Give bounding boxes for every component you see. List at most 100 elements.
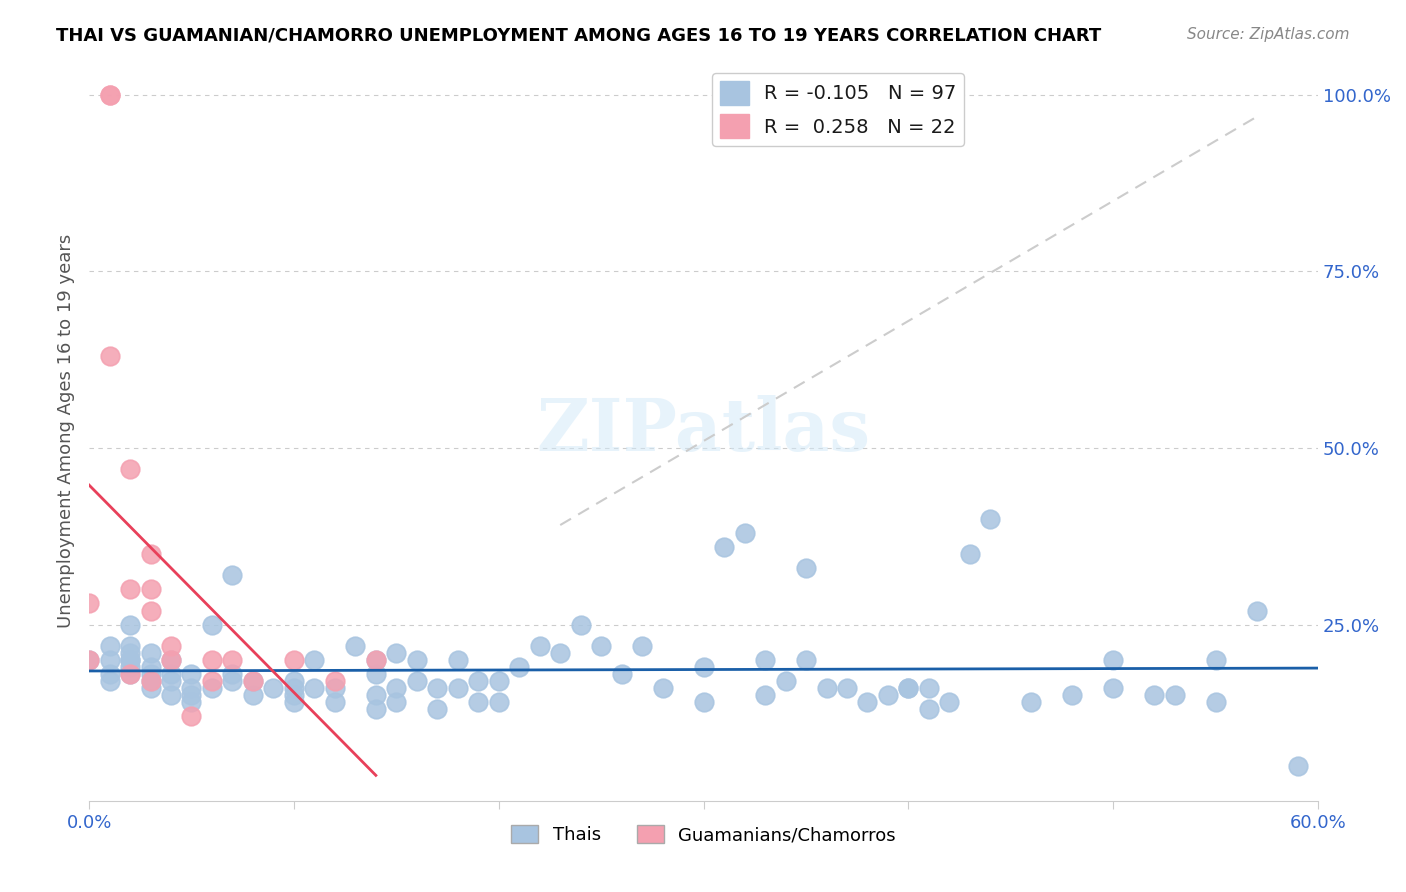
Point — [979, 511, 1001, 525]
Point — [918, 702, 941, 716]
Point — [364, 653, 387, 667]
Point — [426, 681, 449, 696]
Point — [569, 617, 592, 632]
Point — [323, 674, 346, 689]
Point — [242, 674, 264, 689]
Y-axis label: Unemployment Among Ages 16 to 19 years: Unemployment Among Ages 16 to 19 years — [58, 234, 75, 628]
Point — [201, 674, 224, 689]
Point — [938, 695, 960, 709]
Point — [118, 582, 141, 597]
Point — [364, 653, 387, 667]
Point — [77, 653, 100, 667]
Point — [1205, 695, 1227, 709]
Point — [304, 681, 326, 696]
Point — [118, 660, 141, 674]
Point — [1286, 759, 1309, 773]
Point — [118, 653, 141, 667]
Point — [467, 695, 489, 709]
Point — [160, 688, 183, 702]
Text: Source: ZipAtlas.com: Source: ZipAtlas.com — [1187, 27, 1350, 42]
Point — [508, 660, 530, 674]
Point — [754, 653, 776, 667]
Point — [221, 568, 243, 582]
Point — [77, 597, 100, 611]
Point — [160, 639, 183, 653]
Point — [385, 646, 408, 660]
Point — [283, 653, 305, 667]
Point — [344, 639, 367, 653]
Point — [283, 681, 305, 696]
Legend: R = -0.105   N = 97, R =  0.258   N = 22: R = -0.105 N = 97, R = 0.258 N = 22 — [711, 73, 965, 145]
Point — [139, 681, 162, 696]
Point — [118, 617, 141, 632]
Point — [1021, 695, 1043, 709]
Point — [98, 349, 121, 363]
Point — [794, 653, 817, 667]
Point — [1246, 603, 1268, 617]
Point — [364, 688, 387, 702]
Point — [98, 667, 121, 681]
Point — [529, 639, 551, 653]
Point — [610, 667, 633, 681]
Point — [815, 681, 838, 696]
Point — [160, 653, 183, 667]
Point — [77, 653, 100, 667]
Point — [447, 653, 470, 667]
Point — [221, 653, 243, 667]
Point — [283, 674, 305, 689]
Point — [221, 667, 243, 681]
Point — [1205, 653, 1227, 667]
Point — [385, 681, 408, 696]
Point — [139, 667, 162, 681]
Point — [201, 617, 224, 632]
Point — [447, 681, 470, 696]
Point — [139, 646, 162, 660]
Point — [877, 688, 900, 702]
Point — [1062, 688, 1084, 702]
Point — [794, 561, 817, 575]
Point — [262, 681, 284, 696]
Point — [180, 667, 202, 681]
Point — [139, 674, 162, 689]
Point — [1102, 653, 1125, 667]
Point — [897, 681, 920, 696]
Point — [692, 660, 714, 674]
Point — [180, 688, 202, 702]
Point — [98, 653, 121, 667]
Point — [201, 653, 224, 667]
Point — [405, 653, 427, 667]
Point — [118, 639, 141, 653]
Point — [467, 674, 489, 689]
Point — [98, 87, 121, 102]
Point — [118, 462, 141, 476]
Point — [201, 681, 224, 696]
Point — [160, 653, 183, 667]
Point — [856, 695, 879, 709]
Point — [283, 688, 305, 702]
Point — [364, 702, 387, 716]
Point — [118, 646, 141, 660]
Point — [1102, 681, 1125, 696]
Point — [139, 547, 162, 561]
Point — [98, 674, 121, 689]
Point — [1143, 688, 1166, 702]
Point — [180, 709, 202, 723]
Point — [897, 681, 920, 696]
Point — [651, 681, 673, 696]
Point — [426, 702, 449, 716]
Point — [304, 653, 326, 667]
Point — [118, 653, 141, 667]
Point — [139, 660, 162, 674]
Point — [959, 547, 981, 561]
Point — [631, 639, 654, 653]
Point — [139, 674, 162, 689]
Point — [139, 582, 162, 597]
Point — [118, 667, 141, 681]
Text: THAI VS GUAMANIAN/CHAMORRO UNEMPLOYMENT AMONG AGES 16 TO 19 YEARS CORRELATION CH: THAI VS GUAMANIAN/CHAMORRO UNEMPLOYMENT … — [56, 27, 1101, 45]
Point — [835, 681, 858, 696]
Point — [548, 646, 571, 660]
Point — [713, 540, 735, 554]
Text: ZIPatlas: ZIPatlas — [537, 395, 870, 466]
Point — [139, 603, 162, 617]
Point — [242, 674, 264, 689]
